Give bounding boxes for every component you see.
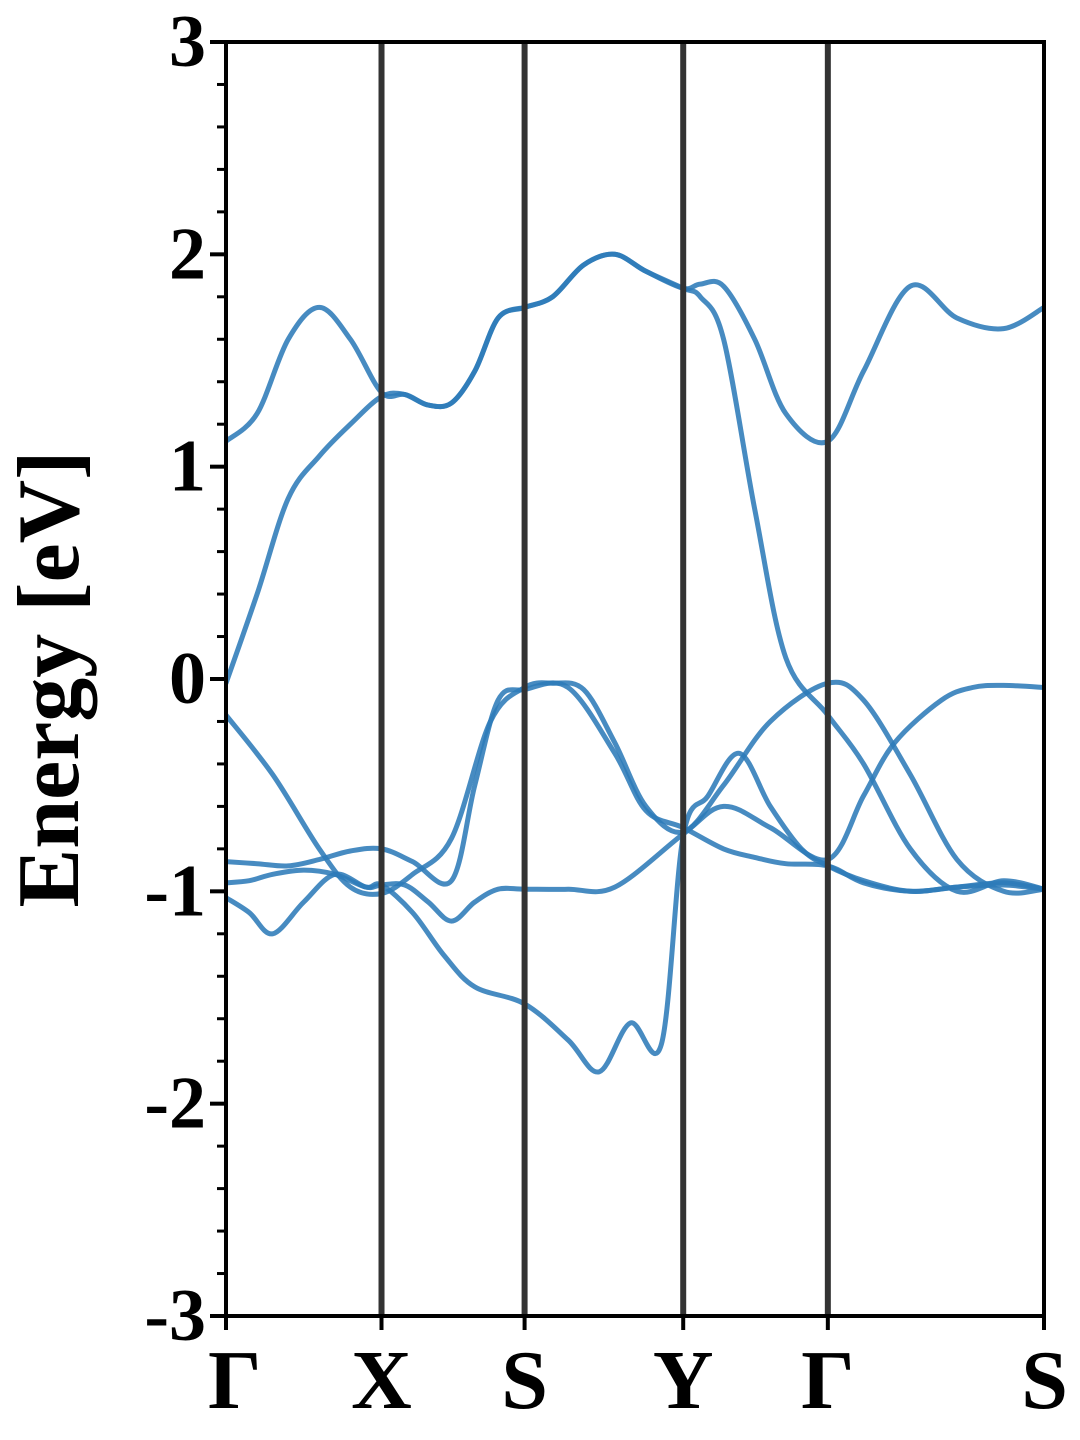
y-tick-label: 2	[169, 213, 206, 295]
band-line-3	[226, 251, 1044, 895]
y-tick-label: -2	[144, 1063, 206, 1145]
x-tick-label: S	[1021, 1334, 1068, 1427]
band-line-1	[226, 304, 528, 444]
x-tick-label: X	[351, 1334, 412, 1427]
band-line-4	[226, 679, 1044, 897]
band-lines	[226, 251, 1044, 1075]
band-line-7	[226, 750, 1044, 1075]
x-tick-label: Y	[653, 1334, 714, 1427]
y-tick-label: 0	[169, 638, 206, 720]
y-axis-label: Energy [eV]	[1, 451, 98, 908]
y-tick-label: 3	[169, 1, 206, 83]
y-tick-label: -1	[144, 850, 206, 932]
x-tick-label: Γ	[801, 1334, 854, 1427]
x-tick-label: S	[501, 1334, 548, 1427]
kpoint-separators	[378, 42, 831, 1316]
y-tick-labels: -3 -2 -1 0 1 2 3	[144, 1, 206, 1357]
y-tick-label: -3	[144, 1275, 206, 1357]
x-tick-label: Γ	[208, 1334, 261, 1427]
y-tick-label: 1	[169, 426, 206, 508]
major-ticks	[210, 40, 1046, 1330]
band-line-2	[522, 251, 1044, 446]
plot-frame	[224, 40, 1046, 1318]
